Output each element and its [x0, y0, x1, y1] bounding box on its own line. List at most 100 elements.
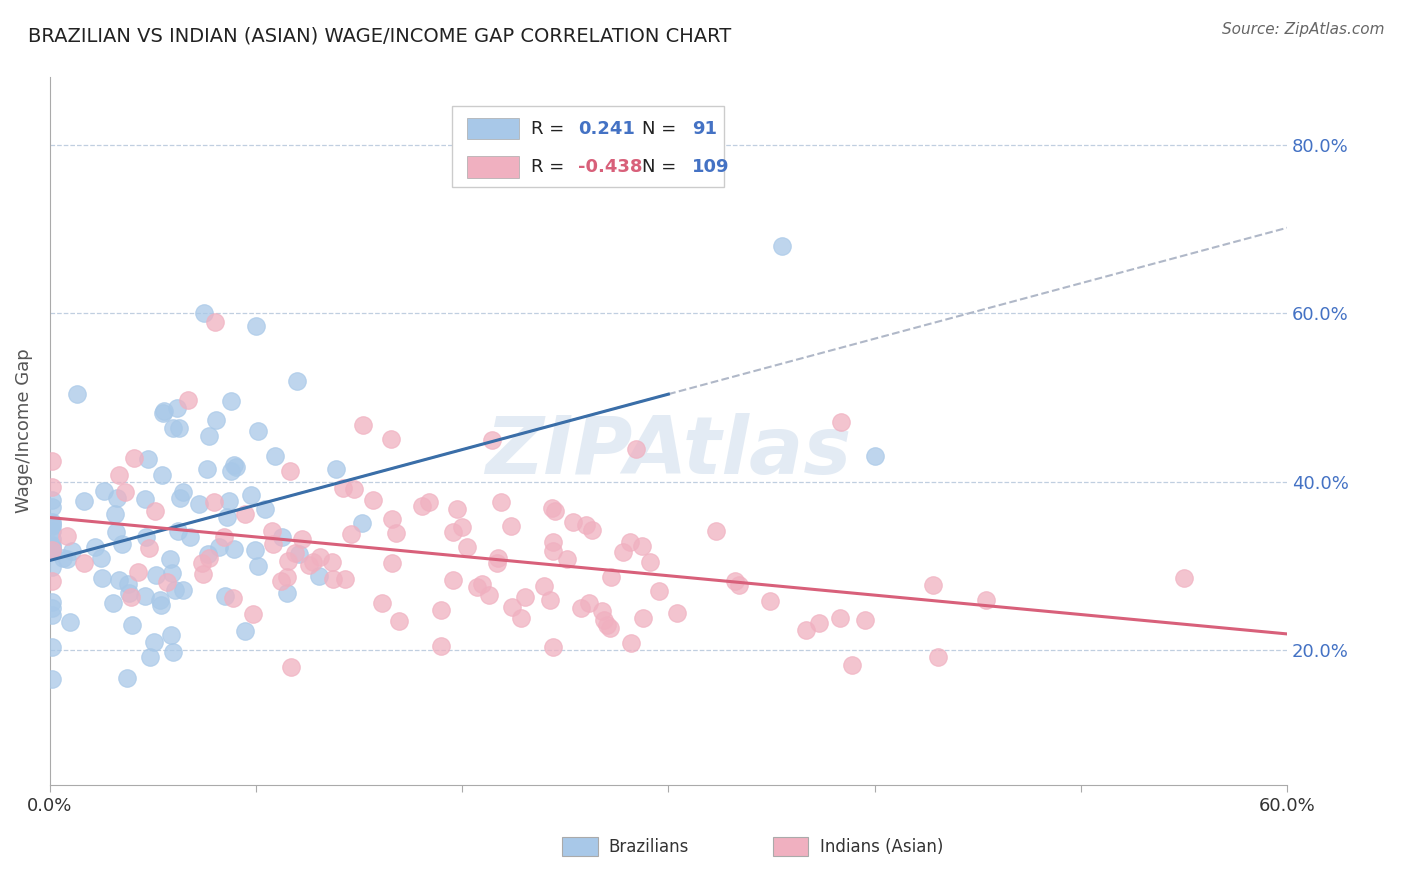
- Text: R =: R =: [531, 120, 569, 137]
- FancyBboxPatch shape: [451, 106, 724, 187]
- Point: [665, 607, 688, 621]
- Point: [108, 468, 131, 483]
- Point: [298, 558, 321, 573]
- Point: [640, 555, 662, 569]
- Point: [246, 425, 269, 439]
- Point: [163, 583, 186, 598]
- Point: [41, 544, 63, 558]
- Point: [72, 556, 94, 570]
- Point: [578, 596, 600, 610]
- Point: [612, 545, 634, 559]
- Point: [370, 595, 392, 609]
- Point: [152, 406, 174, 420]
- Point: [478, 588, 501, 602]
- Point: [828, 610, 851, 624]
- Point: [593, 613, 616, 627]
- Point: [91, 571, 114, 585]
- Point: [631, 539, 654, 553]
- Point: [728, 577, 751, 591]
- Point: [325, 462, 347, 476]
- Point: [1173, 571, 1195, 585]
- Point: [41, 544, 63, 558]
- Point: [243, 543, 266, 558]
- Point: [301, 555, 323, 569]
- Point: [620, 635, 643, 649]
- Point: [770, 239, 793, 253]
- Point: [600, 570, 623, 584]
- Point: [208, 540, 231, 554]
- Text: Source: ZipAtlas.com: Source: ZipAtlas.com: [1222, 22, 1385, 37]
- Point: [385, 526, 408, 541]
- Point: [93, 484, 115, 499]
- Point: [853, 613, 876, 627]
- Point: [648, 583, 671, 598]
- Point: [122, 451, 145, 466]
- Point: [136, 452, 159, 467]
- Point: [104, 507, 127, 521]
- Point: [541, 543, 564, 558]
- Point: [90, 550, 112, 565]
- Text: N =: N =: [643, 120, 682, 137]
- Point: [224, 458, 246, 472]
- Point: [41, 607, 63, 622]
- Point: [491, 495, 513, 509]
- Point: [253, 502, 276, 516]
- Point: [219, 464, 242, 478]
- Point: [443, 573, 465, 587]
- Point: [240, 488, 263, 502]
- Point: [73, 494, 96, 508]
- Point: [284, 546, 307, 560]
- Point: [104, 525, 127, 540]
- Point: [308, 569, 330, 583]
- Point: [162, 421, 184, 435]
- Point: [624, 442, 647, 456]
- Text: 91: 91: [692, 120, 717, 137]
- Point: [120, 590, 142, 604]
- Point: [41, 600, 63, 615]
- Point: [162, 645, 184, 659]
- Point: [510, 610, 533, 624]
- Point: [139, 650, 162, 665]
- Point: [214, 589, 236, 603]
- Point: [285, 374, 308, 388]
- Point: [217, 510, 239, 524]
- Text: BRAZILIAN VS INDIAN (ASIAN) WAGE/INCOME GAP CORRELATION CHART: BRAZILIAN VS INDIAN (ASIAN) WAGE/INCOME …: [28, 27, 731, 45]
- Point: [557, 552, 579, 566]
- Point: [465, 580, 488, 594]
- Point: [150, 468, 173, 483]
- Point: [242, 607, 264, 622]
- Point: [55, 529, 77, 543]
- Point: [481, 433, 503, 447]
- Point: [596, 618, 619, 632]
- Point: [309, 549, 332, 564]
- Point: [538, 592, 561, 607]
- Point: [41, 595, 63, 609]
- Point: [41, 532, 63, 546]
- Point: [169, 491, 191, 505]
- Point: [262, 537, 284, 551]
- Point: [135, 530, 157, 544]
- Text: 109: 109: [692, 158, 730, 176]
- Point: [321, 555, 343, 569]
- Text: 0.241: 0.241: [578, 120, 636, 137]
- Text: Brazilians: Brazilians: [609, 838, 689, 855]
- Point: [333, 572, 356, 586]
- Point: [145, 567, 167, 582]
- Point: [117, 577, 139, 591]
- Point: [60, 543, 83, 558]
- Point: [142, 634, 165, 648]
- Point: [581, 523, 603, 537]
- Point: [262, 524, 284, 539]
- Point: [190, 556, 212, 570]
- Point: [569, 600, 592, 615]
- Point: [108, 573, 131, 587]
- Point: [233, 624, 256, 639]
- Point: [41, 574, 63, 589]
- Point: [41, 454, 63, 468]
- Point: [430, 603, 453, 617]
- Text: R =: R =: [531, 158, 569, 176]
- Point: [599, 621, 621, 635]
- Point: [172, 484, 194, 499]
- Point: [127, 565, 149, 579]
- Point: [198, 551, 221, 566]
